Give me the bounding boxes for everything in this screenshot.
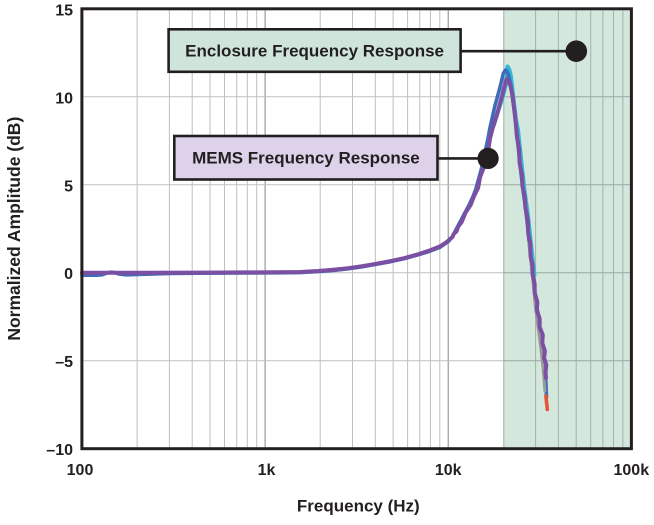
svg-text:1k: 1k: [258, 462, 276, 479]
svg-text:10k: 10k: [435, 462, 462, 479]
svg-text:15: 15: [55, 2, 73, 19]
svg-text:5: 5: [64, 178, 73, 195]
svg-text:10: 10: [55, 90, 73, 107]
svg-text:100k: 100k: [614, 462, 650, 479]
svg-text:Normalized Amplitude (dB): Normalized Amplitude (dB): [4, 117, 24, 341]
svg-text:Enclosure Frequency Response: Enclosure Frequency Response: [185, 42, 444, 61]
svg-text:Frequency (Hz): Frequency (Hz): [297, 497, 420, 516]
svg-text:–5: –5: [55, 354, 73, 371]
svg-text:100: 100: [67, 462, 94, 479]
svg-text:MEMS Frequency Response: MEMS Frequency Response: [192, 149, 420, 168]
svg-text:0: 0: [64, 266, 73, 283]
svg-text:–10: –10: [46, 442, 73, 459]
